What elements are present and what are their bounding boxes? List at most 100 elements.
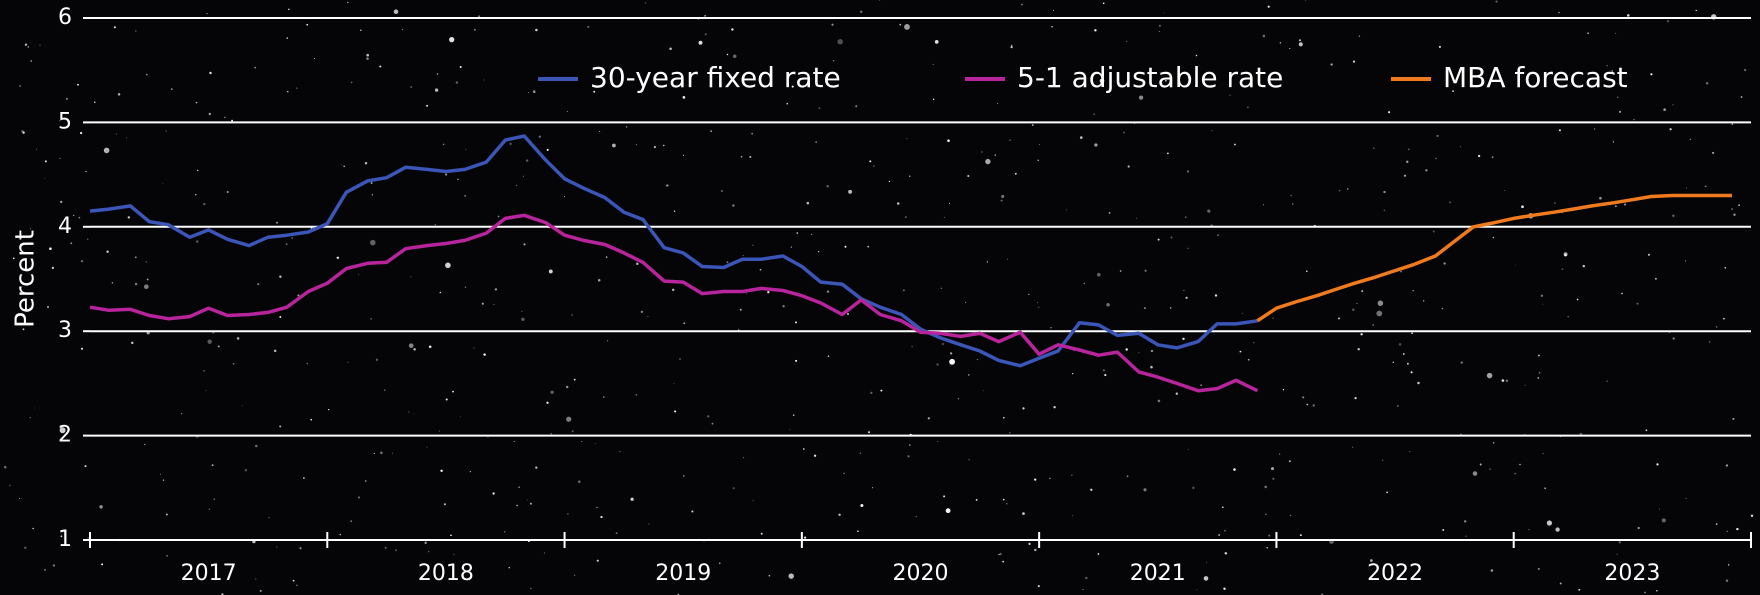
star — [1486, 372, 1493, 379]
star — [1617, 96, 1619, 98]
star — [483, 79, 485, 81]
star — [940, 287, 942, 289]
star — [1559, 582, 1562, 585]
star — [1358, 35, 1361, 37]
star — [1645, 429, 1648, 432]
star — [625, 126, 628, 128]
star — [19, 498, 21, 499]
star — [99, 505, 103, 509]
star — [474, 29, 476, 31]
star — [1037, 159, 1039, 162]
y-tick-label: 3 — [58, 318, 72, 343]
star — [1564, 254, 1567, 257]
star — [644, 2, 647, 4]
star — [1537, 376, 1540, 379]
star — [1066, 209, 1068, 211]
star — [113, 26, 116, 29]
star — [1423, 300, 1425, 302]
star — [1712, 151, 1715, 154]
star — [945, 569, 948, 571]
star — [1072, 372, 1074, 375]
star — [1388, 111, 1391, 114]
star — [937, 441, 939, 442]
star — [1229, 94, 1231, 96]
star — [817, 250, 820, 253]
star — [1037, 584, 1040, 588]
star — [347, 1, 349, 4]
star — [1409, 450, 1411, 453]
star — [52, 564, 56, 567]
star — [548, 269, 553, 274]
star — [127, 216, 130, 219]
star — [1352, 446, 1354, 448]
y-tick-label: 6 — [58, 5, 72, 30]
star — [493, 303, 495, 305]
star — [286, 37, 288, 39]
star — [1524, 384, 1526, 386]
star — [384, 389, 386, 391]
star — [1009, 432, 1011, 434]
star — [208, 112, 212, 116]
star — [1505, 379, 1509, 383]
star — [815, 141, 817, 143]
star — [73, 214, 75, 217]
star — [77, 83, 79, 86]
star — [1071, 474, 1073, 476]
star — [1002, 416, 1005, 419]
star — [1158, 31, 1160, 32]
star — [1492, 442, 1495, 444]
x-tick-label: 2020 — [893, 561, 949, 586]
star — [941, 342, 944, 346]
star — [1279, 453, 1281, 455]
star — [795, 359, 798, 362]
star — [1578, 588, 1581, 591]
star — [846, 312, 850, 316]
star — [743, 457, 745, 459]
star — [803, 448, 805, 450]
star — [117, 93, 121, 96]
star — [449, 36, 455, 43]
star — [1738, 204, 1740, 206]
star — [1593, 128, 1596, 130]
legend-label: 5-1 adjustable rate — [1017, 61, 1283, 94]
star — [844, 245, 847, 248]
star — [401, 28, 403, 30]
star — [518, 486, 520, 488]
star — [205, 390, 207, 392]
star — [683, 475, 685, 477]
star — [1386, 491, 1388, 494]
star — [674, 410, 677, 413]
star — [1099, 78, 1105, 84]
star — [103, 147, 110, 154]
star — [27, 46, 30, 48]
star — [1039, 144, 1040, 146]
star — [975, 499, 978, 501]
star — [450, 534, 452, 537]
star — [1731, 208, 1734, 211]
star — [806, 201, 810, 205]
star — [535, 28, 538, 32]
star — [59, 427, 66, 434]
star — [907, 455, 910, 458]
star — [563, 196, 565, 198]
star — [698, 40, 703, 45]
star — [810, 233, 813, 236]
star — [370, 318, 372, 320]
star — [80, 260, 84, 263]
star — [1000, 199, 1003, 202]
star — [903, 289, 905, 292]
star — [306, 23, 309, 26]
star — [943, 216, 945, 218]
star — [663, 144, 665, 147]
star — [1200, 384, 1202, 386]
star — [1460, 433, 1462, 435]
star — [1108, 211, 1111, 214]
star — [908, 444, 911, 446]
star — [968, 459, 970, 461]
star — [1338, 317, 1340, 320]
star — [434, 224, 436, 226]
star — [1567, 316, 1569, 318]
star — [1472, 471, 1478, 476]
